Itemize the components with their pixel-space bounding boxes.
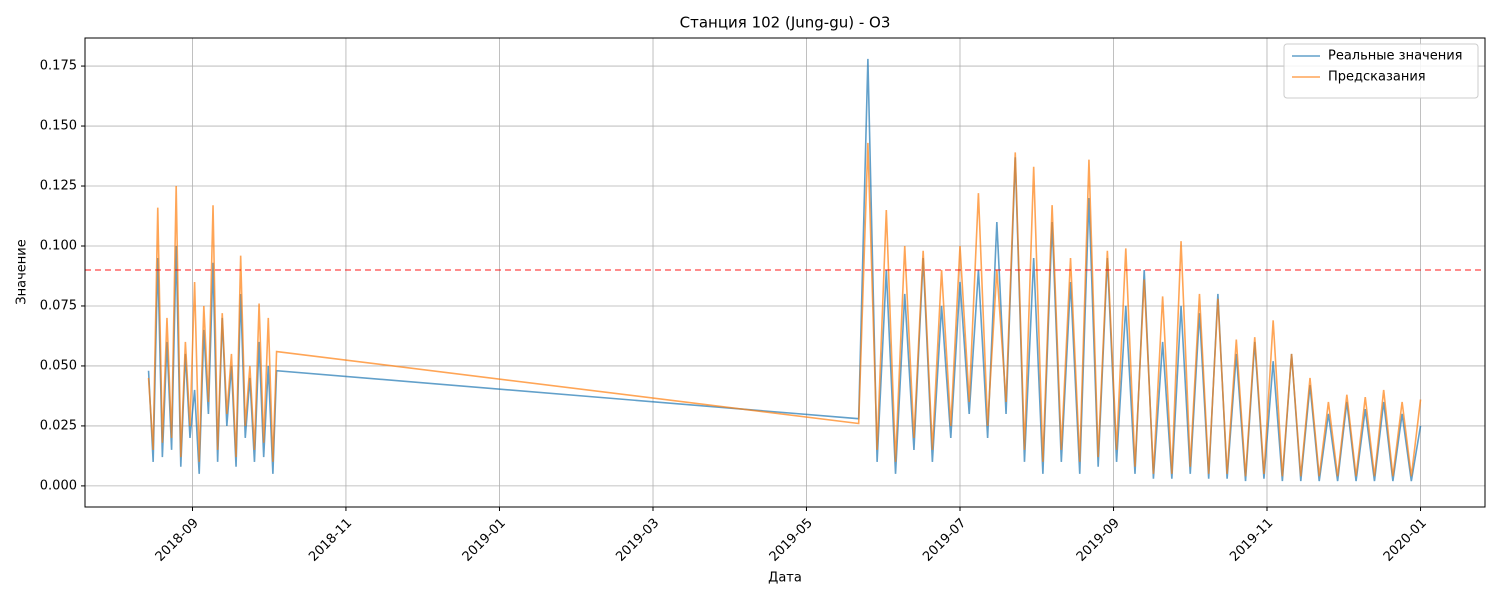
y-tick-label: 0.125 (40, 179, 77, 194)
x-tick-label: 2019-05 (767, 516, 816, 565)
data-line (147, 58, 1422, 482)
y-tick-label: 0.000 (40, 478, 77, 493)
data-line (147, 142, 1422, 477)
plot-frame (84, 37, 1486, 508)
y-axis-label: Значение (15, 239, 30, 304)
x-tick-label: 2019-03 (613, 516, 662, 565)
y-tick-label: 0.175 (40, 59, 77, 74)
y-tick-label: 0.025 (40, 418, 77, 433)
x-tick-label: 2018-11 (306, 516, 355, 565)
chart-title: Станция 102 (Jung-gu) - O3 (680, 14, 891, 32)
x-tick-label: 2019-09 (1074, 516, 1123, 565)
legend-label: Предсказания (1328, 70, 1426, 85)
legend-box (1283, 43, 1479, 99)
x-tick-label: 2018-09 (153, 516, 202, 565)
legend-label: Реальные значения (1328, 49, 1463, 64)
x-axis-label: Дата (768, 571, 802, 586)
y-tick-label: 0.100 (40, 238, 77, 253)
x-tick-label: 2020-01 (1381, 516, 1430, 565)
y-tick-label: 0.075 (40, 298, 77, 313)
y-tick-label: 0.150 (40, 119, 77, 134)
y-tick-label: 0.050 (40, 358, 77, 373)
x-tick-label: 2019-01 (460, 516, 509, 565)
x-tick-label: 2019-07 (920, 516, 969, 565)
x-tick-label: 2019-11 (1227, 516, 1276, 565)
